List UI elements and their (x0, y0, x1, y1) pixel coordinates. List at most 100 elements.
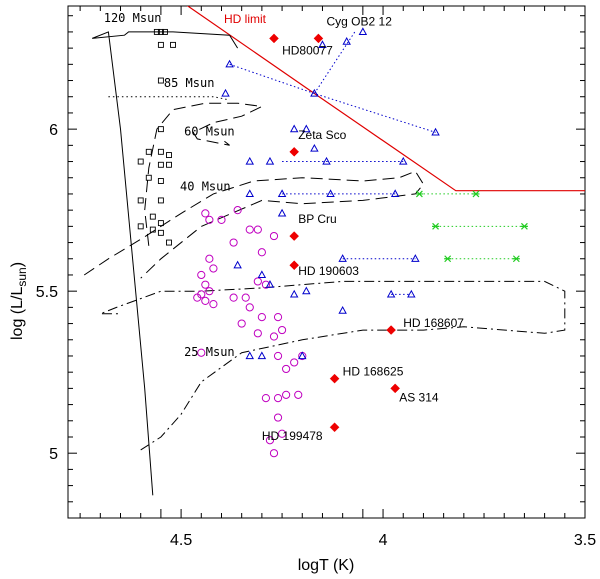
triangle-marker (411, 254, 420, 262)
diamond-marker (269, 33, 279, 44)
triangle-marker (310, 88, 319, 97)
circle-marker (273, 351, 283, 361)
connector-line (313, 31, 356, 94)
square-marker (157, 77, 164, 84)
star-label: HD80077 (282, 44, 333, 58)
square-marker (145, 174, 152, 181)
triangle-marker (277, 208, 287, 217)
circle-marker (273, 312, 283, 322)
track-120-msun (92, 31, 239, 496)
triangle-marker (257, 270, 267, 279)
triangle-marker (298, 351, 307, 360)
circle-marker (273, 394, 283, 403)
diamond-marker (289, 146, 300, 157)
x-tick-label: 3.5 (574, 532, 596, 549)
circle-marker (193, 293, 202, 302)
star-label: Zeta Sco (298, 128, 346, 142)
square-marker (157, 178, 164, 184)
circle-marker (233, 206, 242, 215)
triangle-marker (265, 280, 275, 288)
triangle-marker (225, 59, 234, 68)
track-label: 25 Msun (184, 345, 235, 359)
triangle-marker (338, 305, 347, 314)
triangle-marker (358, 27, 368, 36)
circle-marker (205, 287, 214, 296)
diamond-marker (289, 260, 300, 271)
triangle-marker (407, 289, 416, 298)
square-marker (145, 148, 152, 155)
connector-line (229, 63, 436, 133)
cross-marker (444, 255, 452, 263)
triangle-marker (257, 351, 267, 360)
circle-marker (294, 390, 303, 399)
circle-marker (261, 280, 271, 289)
star-label: Cyg OB2 12 (327, 14, 393, 28)
circle-marker (269, 449, 279, 458)
circle-marker (269, 231, 279, 241)
track-85-msun (108, 96, 230, 101)
track-label: 85 Msun (164, 76, 215, 90)
y-axis-label: log (L/Lsun) (9, 262, 29, 340)
triangle-marker (318, 40, 327, 48)
square-marker (166, 239, 172, 246)
circle-marker (253, 277, 262, 286)
triangle-marker (398, 156, 408, 165)
square-marker (149, 226, 156, 233)
y-tick-label: 6 (49, 122, 58, 139)
track-60-msun (144, 102, 264, 246)
x-axis-label: logT (K) (298, 557, 355, 574)
circle-marker (217, 215, 226, 224)
diamond-marker (390, 383, 401, 394)
circle-marker (197, 348, 206, 357)
square-marker (170, 41, 176, 48)
diamond-marker (329, 373, 340, 384)
star-label: AS 314 (399, 390, 439, 404)
triangle-marker (289, 289, 299, 298)
square-marker (157, 41, 164, 48)
diamond-marker (329, 422, 340, 433)
square-marker (166, 152, 172, 159)
track-label: 120 Msun (104, 11, 162, 25)
diamond-marker (289, 231, 300, 241)
triangle-marker (245, 189, 255, 198)
circle-marker (197, 270, 206, 280)
circle-marker (265, 436, 275, 445)
circle-marker (205, 254, 214, 263)
track-label: 40 Msun (180, 180, 231, 194)
y-tick-label: 5 (49, 446, 58, 463)
star-label: HD 190603 (298, 264, 359, 278)
cross-marker (432, 222, 440, 230)
square-marker (157, 220, 164, 227)
star-label: BP Cru (298, 212, 336, 226)
triangle-marker (310, 143, 319, 152)
square-marker (157, 229, 164, 236)
diamond-marker (313, 33, 324, 44)
triangle-marker (326, 189, 335, 198)
diamond-marker (386, 325, 396, 335)
hd-limit-label: HD limit (224, 12, 267, 26)
circle-marker (257, 248, 266, 257)
track-25-msun (100, 280, 566, 451)
triangle-marker (338, 254, 347, 262)
circle-marker (201, 280, 210, 289)
x-tick-label: 4 (379, 532, 388, 549)
triangle-marker (302, 286, 311, 295)
circle-marker (201, 296, 210, 305)
y-tick-label: 5.5 (36, 284, 58, 301)
square-marker (157, 161, 164, 168)
cross-marker (415, 190, 423, 198)
triangle-marker (322, 156, 331, 165)
square-marker (137, 197, 144, 204)
plot-frame (67, 5, 586, 519)
circle-marker (277, 429, 287, 438)
circle-marker (245, 303, 254, 312)
cross-marker (520, 222, 528, 230)
circle-marker (205, 215, 214, 224)
circle-marker (269, 332, 279, 341)
square-marker (153, 28, 160, 35)
square-marker (149, 213, 156, 220)
y-axis-label-sub: sun (15, 267, 29, 286)
circle-marker (290, 358, 299, 367)
triangle-marker (265, 156, 275, 165)
